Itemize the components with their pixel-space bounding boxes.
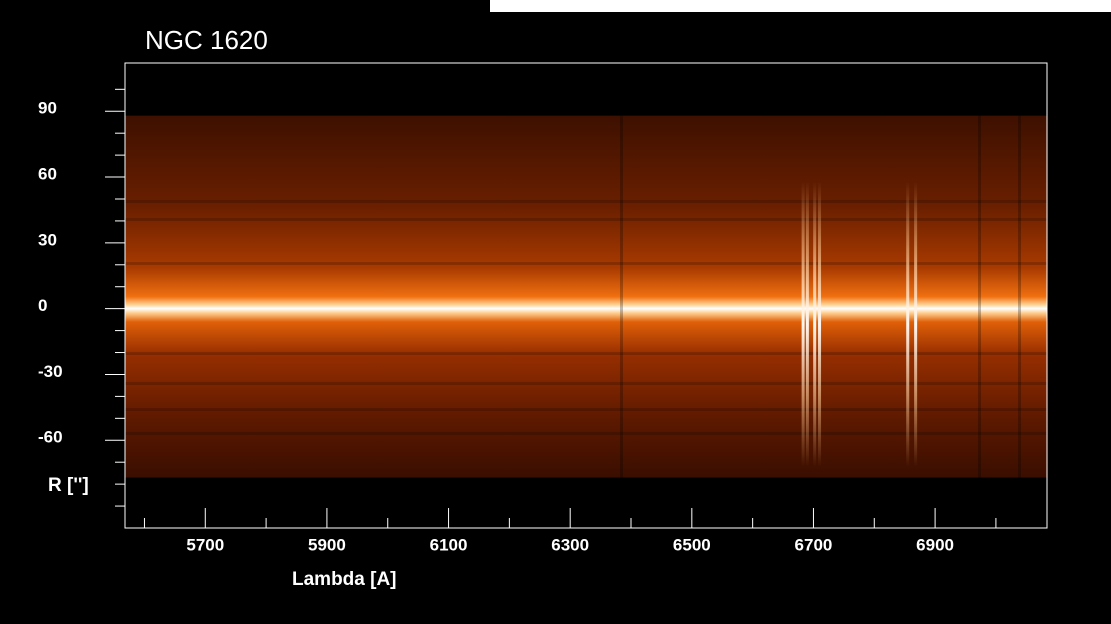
x-tick-label: 6300 (551, 535, 589, 554)
stripe (125, 408, 1047, 411)
absorption (978, 115, 981, 478)
emission-line (914, 181, 918, 467)
top-bar (490, 0, 1111, 12)
stripe (125, 352, 1047, 355)
frame (124, 62, 1048, 529)
stripe (125, 382, 1047, 385)
x-tick-label: 6100 (430, 535, 468, 554)
absorption (1018, 115, 1021, 478)
y-tick-label: 0 (38, 296, 47, 315)
y-axis-label: R [''] (48, 475, 89, 496)
y-tick-label: -60 (38, 428, 63, 447)
x-tick-label: 5700 (186, 535, 224, 554)
stripe (125, 218, 1047, 221)
emission-line (801, 181, 805, 467)
x-tick-label: 6500 (673, 535, 711, 554)
x-axis-label: Lambda [A] (292, 569, 397, 590)
stripe (125, 432, 1047, 435)
y-tick-label: -30 (38, 362, 63, 381)
absorption (620, 115, 623, 478)
chart-title: NGC 1620 (145, 25, 268, 55)
plot-area (125, 115, 1047, 478)
emission-line (813, 181, 817, 467)
stripe (125, 200, 1047, 203)
emission-line (805, 181, 809, 467)
stripe (125, 262, 1047, 265)
x-tick-label: 5900 (308, 535, 346, 554)
emission-line (818, 181, 822, 467)
spectrum (125, 115, 1047, 478)
emission-line (906, 181, 910, 467)
y-tick-label: 30 (38, 230, 57, 249)
x-tick-label: 6700 (795, 535, 833, 554)
x-tick-label: 6900 (916, 535, 954, 554)
y-tick-label: 90 (38, 99, 57, 118)
y-tick-label: 60 (38, 165, 57, 184)
